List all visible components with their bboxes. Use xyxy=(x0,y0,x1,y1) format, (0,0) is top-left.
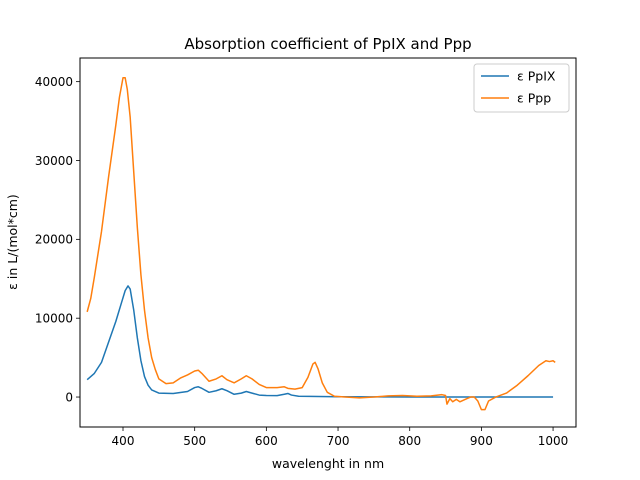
x-tick-label: 900 xyxy=(470,434,493,448)
axes-frame xyxy=(79,57,577,428)
legend: ε PpIX ε Ppp xyxy=(473,63,570,113)
chart-title: Absorption coefficient of PpIX and Ppp xyxy=(184,35,471,53)
x-tick-label: 500 xyxy=(183,434,206,448)
y-axis-label: ε in L/(mol*cm) xyxy=(5,194,20,290)
y-tick-label: 10000 xyxy=(35,311,73,325)
x-tick-label: 400 xyxy=(112,434,135,448)
x-axis-ticks: 400 500 600 700 800 900 1000 xyxy=(112,427,569,448)
y-axis-ticks: 0 10000 20000 30000 40000 xyxy=(35,75,80,404)
x-tick-label: 800 xyxy=(398,434,421,448)
x-axis-label: wavelenght in nm xyxy=(272,456,384,471)
x-tick-label: 700 xyxy=(327,434,350,448)
x-tick-label: 1000 xyxy=(538,434,569,448)
plot-lines xyxy=(86,76,556,411)
y-tick-label: 40000 xyxy=(35,75,73,89)
y-tick-label: 30000 xyxy=(35,154,73,168)
y-tick-label: 20000 xyxy=(35,233,73,247)
x-tick-label: 600 xyxy=(255,434,278,448)
series-line-0 xyxy=(86,285,554,398)
legend-label-ppp: ε Ppp xyxy=(517,91,551,106)
legend-label-ppix: ε PpIX xyxy=(517,69,556,84)
y-tick-label: 0 xyxy=(65,390,73,404)
series-line-1 xyxy=(86,76,556,411)
